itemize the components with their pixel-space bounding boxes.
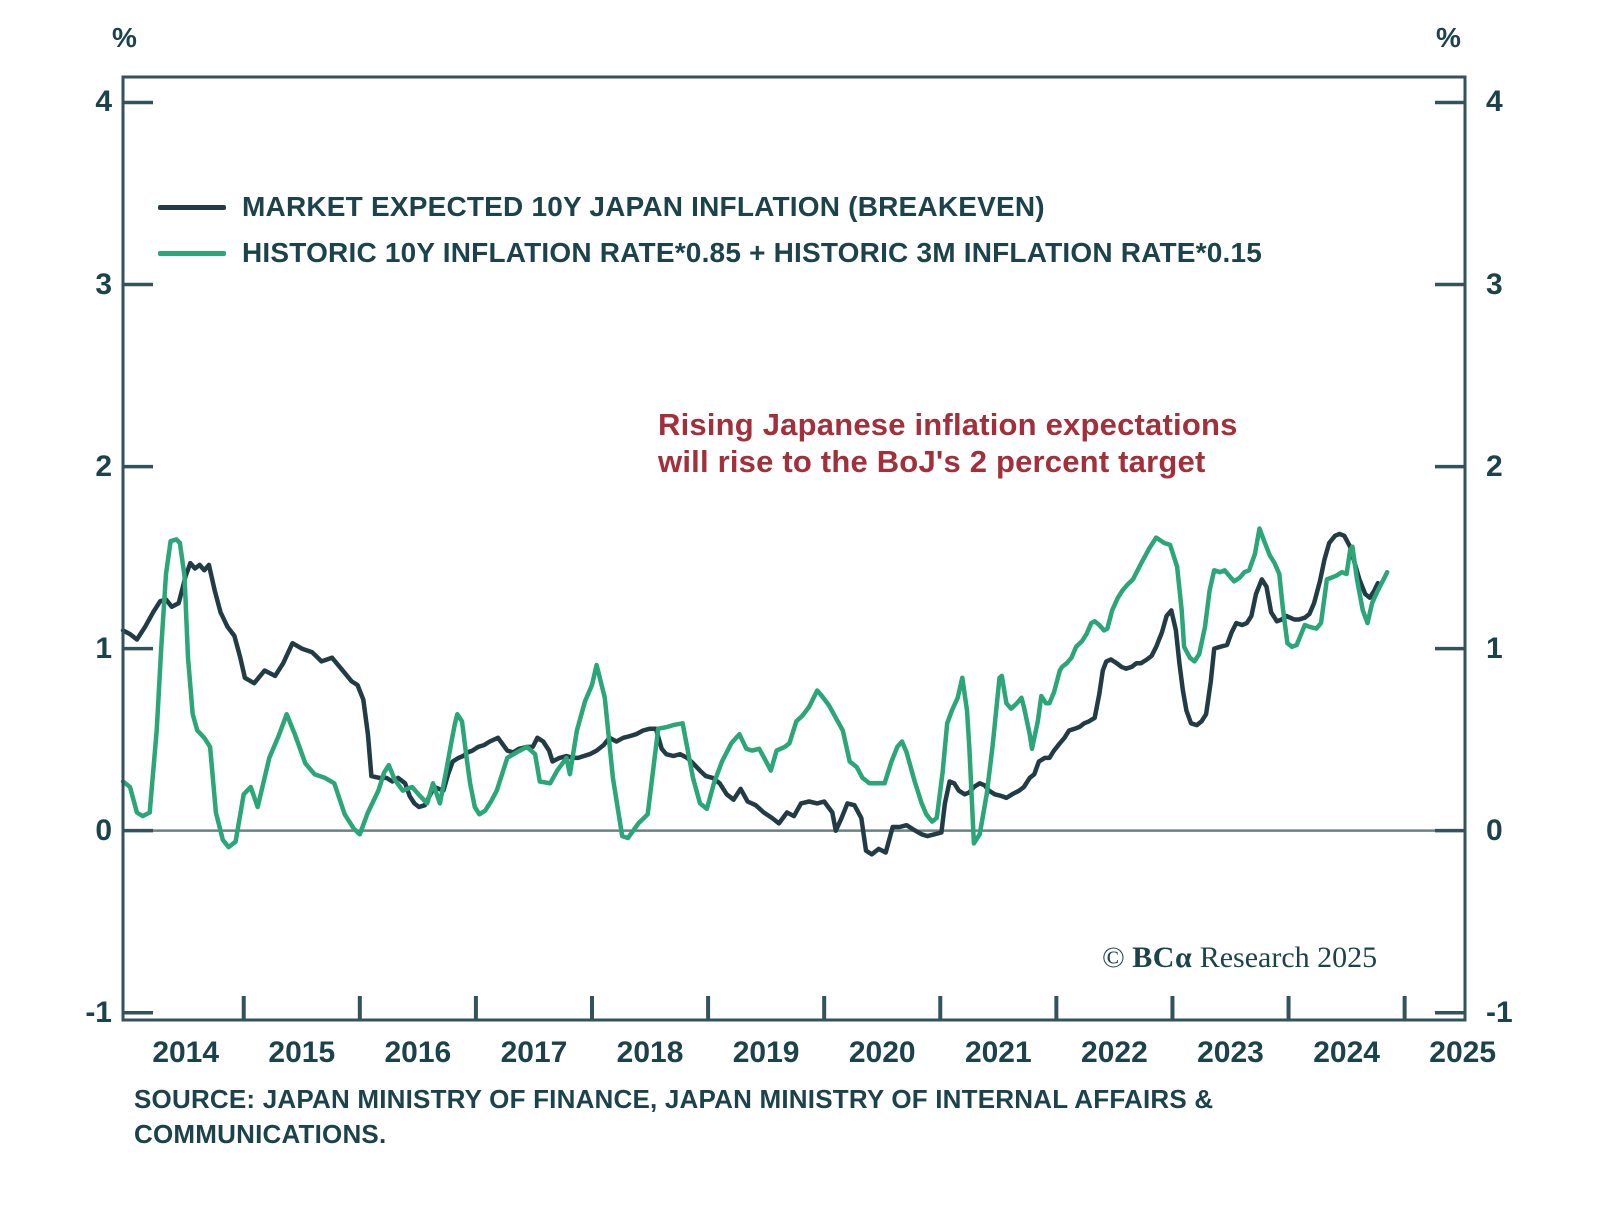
copyright: © BCα Research 2025	[1102, 941, 1377, 975]
annotation-line2: will rise to the BoJ's 2 percent target	[658, 444, 1206, 479]
x-axis-label: 2014	[152, 1036, 220, 1069]
x-axis-label: 2020	[848, 1036, 916, 1069]
series-line-market-expected	[120, 531, 1381, 857]
x-axis-label: 2016	[384, 1036, 452, 1069]
y-axis-label-right: -1	[1486, 995, 1513, 1029]
copyright-text: Research 2025	[1192, 941, 1378, 974]
y-axis-unit-right: %	[1436, 22, 1461, 53]
series-line-historic-blend	[120, 526, 1390, 850]
legend: MARKET EXPECTED 10Y JAPAN INFLATION (BRE…	[158, 191, 1263, 284]
y-axis-label-right: 0	[1486, 813, 1503, 847]
y-axis-label-right: 3	[1486, 267, 1503, 301]
green-line-swatch-icon	[158, 250, 226, 256]
source-line1: SOURCE: JAPAN MINISTRY OF FINANCE, JAPAN…	[134, 1084, 1214, 1114]
annotation-line1: Rising Japanese inflation expectations	[658, 407, 1238, 442]
y-axis-label-left: -1	[85, 995, 112, 1029]
y-axis-label-right: 1	[1486, 631, 1503, 665]
y-axis-label-left: 2	[95, 449, 112, 483]
legend-item-market-expected: MARKET EXPECTED 10Y JAPAN INFLATION (BRE…	[158, 191, 1262, 222]
legend-item-historic-blend: HISTORIC 10Y INFLATION RATE*0.85 + HISTO…	[158, 237, 1263, 268]
annotation: Rising Japanese inflation expectations w…	[658, 406, 1238, 480]
y-axis-label-left: 0	[95, 813, 112, 847]
y-axis-unit-left: %	[112, 22, 137, 53]
x-axis-label: 2021	[964, 1036, 1032, 1069]
y-axis-label-right: 2	[1486, 449, 1503, 483]
y-axis-label-left: 1	[95, 631, 112, 665]
y-axis-label-right: 4	[1486, 85, 1503, 119]
x-axis-label: 2018	[616, 1036, 684, 1069]
source-line2: COMMUNICATIONS.	[134, 1119, 387, 1149]
x-axis-label: 2019	[732, 1036, 800, 1069]
y-axis-label-left: 4	[95, 85, 112, 119]
y-axis-label-left: 3	[95, 267, 112, 301]
source-note: SOURCE: JAPAN MINISTRY OF FINANCE, JAPAN…	[134, 1082, 1213, 1152]
x-axis-label: 2024	[1313, 1036, 1380, 1069]
x-axis-label: 2017	[500, 1036, 568, 1069]
copyright-symbol: ©	[1102, 941, 1133, 974]
legend-label-historic-blend: HISTORIC 10Y INFLATION RATE*0.85 + HISTO…	[242, 237, 1263, 268]
navy-line-swatch-icon	[158, 204, 226, 210]
x-axis-label: 2023	[1197, 1036, 1264, 1069]
x-axis-label: 2025	[1429, 1036, 1497, 1069]
brand-logo: BCα	[1132, 941, 1193, 974]
x-axis-label: 2022	[1081, 1036, 1148, 1069]
legend-label-market-expected: MARKET EXPECTED 10Y JAPAN INFLATION (BRE…	[242, 191, 1045, 222]
x-axis-label: 2015	[268, 1036, 336, 1069]
